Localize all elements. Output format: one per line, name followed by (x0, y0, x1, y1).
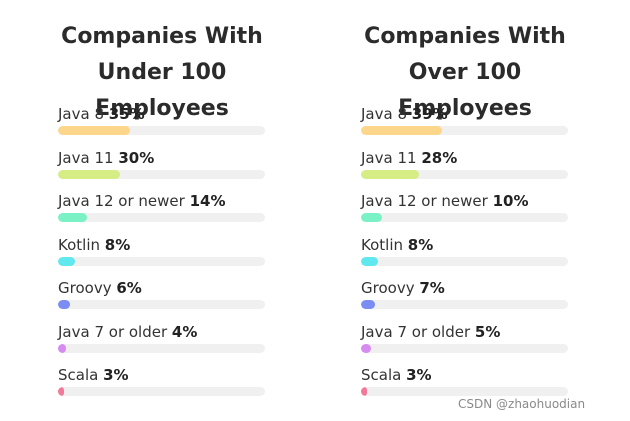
bar (361, 343, 372, 353)
bar-row: Java 8 35% (58, 104, 268, 140)
category-label: Java 8 (58, 105, 104, 123)
value-label: 14% (189, 192, 226, 210)
value-label: 30% (118, 148, 155, 167)
value-label: 7% (419, 279, 445, 297)
bar-row: Kotlin 8% (361, 235, 571, 271)
bar (58, 169, 121, 179)
bar (58, 256, 75, 266)
value-label: 4% (171, 322, 198, 341)
value-label: 8% (407, 235, 434, 254)
bar-track (361, 126, 568, 135)
bar-label: Java 11 30% (58, 148, 154, 168)
bar-label: Groovy 6% (58, 278, 142, 298)
value-label: 3% (103, 366, 129, 384)
bar (361, 300, 376, 309)
bar-label: Groovy 7% (361, 278, 445, 298)
bar-track (361, 256, 568, 266)
value-label: 6% (116, 279, 142, 297)
bar-label: Java 12 or newer 10% (361, 191, 529, 211)
bar (361, 256, 378, 266)
bar (58, 300, 71, 309)
bar-track (361, 213, 568, 222)
bar-track (58, 213, 265, 222)
value-label: 3% (406, 366, 432, 384)
bar-row: Groovy 6% (58, 278, 268, 314)
category-label: Groovy (58, 279, 112, 297)
bar-row: Java 12 or newer 14% (58, 191, 268, 227)
category-label: Java 12 or newer (58, 192, 185, 210)
bar-label: Kotlin 8% (58, 235, 130, 255)
value-label: 8% (104, 235, 131, 254)
bar-row: Java 8 39% (361, 104, 571, 140)
bar-row: Kotlin 8% (58, 235, 268, 271)
bar-label: Java 7 or older 4% (58, 322, 197, 342)
value-label: 5% (474, 322, 501, 341)
bar-row: Java 11 30% (58, 148, 268, 184)
category-label: Java 11 (58, 148, 114, 167)
bar-track (361, 169, 568, 179)
bar-row: Scala 3% (361, 365, 571, 401)
bar (361, 169, 419, 179)
bar (58, 213, 87, 222)
bar-track (58, 256, 265, 266)
category-label: Java 7 or older (361, 322, 471, 341)
category-label: Java 8 (361, 105, 407, 123)
bar-row: Java 11 28% (361, 148, 571, 184)
value-label: 39% (411, 105, 448, 123)
category-label: Java 12 or newer (361, 192, 488, 210)
chart-title-text: Companies With Under 100 Employees (61, 24, 263, 121)
bar-label: Java 12 or newer 14% (58, 191, 226, 211)
bar-track (58, 343, 265, 353)
bar-label: Java 7 or older 5% (361, 322, 500, 342)
bar-label: Scala 3% (361, 365, 432, 385)
category-label: Kotlin (361, 235, 403, 254)
bar-label: Java 11 28% (361, 148, 457, 168)
value-label: 28% (421, 148, 458, 167)
bar-track (58, 300, 265, 309)
bar (58, 126, 131, 135)
category-label: Scala (58, 366, 99, 384)
category-label: Groovy (361, 279, 415, 297)
bar (58, 343, 67, 353)
bar-label: Java 8 35% (58, 104, 145, 124)
bar-label: Scala 3% (58, 365, 129, 385)
bar-row: Java 7 or older 4% (58, 322, 268, 358)
value-label: 35% (108, 105, 145, 123)
chart-title-over-100: Companies With Over 100 Employees (330, 19, 600, 127)
bar-row: Scala 3% (58, 365, 268, 401)
value-label: 10% (492, 192, 529, 210)
category-label: Scala (361, 366, 402, 384)
bar-label: Kotlin 8% (361, 235, 433, 255)
bar (361, 387, 368, 396)
bar (361, 213, 382, 222)
bar-track (361, 387, 568, 396)
bar-row: Groovy 7% (361, 278, 571, 314)
category-label: Java 7 or older (58, 322, 168, 341)
bar (58, 387, 65, 396)
bar-label: Java 8 39% (361, 104, 448, 124)
chart-title-text: Companies With Over 100 Employees (364, 24, 566, 121)
bar-row: Java 7 or older 5% (361, 322, 571, 358)
category-label: Kotlin (58, 235, 100, 254)
bar-track (58, 126, 265, 135)
bar-track (361, 343, 568, 353)
bar-row: Java 12 or newer 10% (361, 191, 571, 227)
bar-track (58, 387, 265, 396)
chart-title-under-100: Companies With Under 100 Employees (27, 19, 297, 127)
bar-track (58, 169, 265, 179)
bar (361, 126, 442, 135)
category-label: Java 11 (361, 148, 417, 167)
bar-track (361, 300, 568, 309)
watermark-text: CSDN @zhaohuodian (458, 397, 586, 411)
